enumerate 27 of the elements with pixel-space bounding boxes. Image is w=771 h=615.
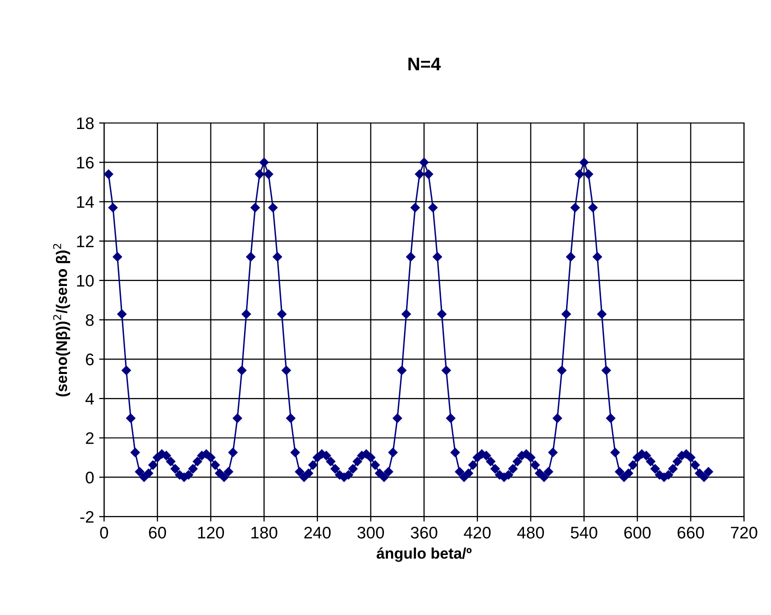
y-tick-label: -2 (80, 511, 94, 523)
x-tick-label: 240 (304, 526, 331, 539)
chart-title: N=4 (408, 58, 441, 70)
x-tick-label: 720 (730, 526, 758, 539)
y-tick-label: 12 (77, 235, 94, 248)
x-tick-label: 660 (678, 526, 704, 539)
y-axis-title: (seno(Nβ))$^{2}$/(seno β)$^{2}$ (53, 244, 70, 396)
y-tick-label: 16 (77, 156, 94, 169)
x-tick-label: 480 (517, 526, 544, 539)
y-tick-label: 10 (77, 274, 94, 287)
y-tick-label: 18 (77, 117, 94, 130)
y-tick-label: 2 (86, 432, 94, 444)
y-tick-label: 8 (86, 314, 94, 326)
x-tick-label: 540 (570, 526, 598, 539)
y-tick-label: 14 (77, 196, 94, 208)
y-tick-label: 6 (86, 354, 94, 366)
x-axis-title: ángulo beta/º (376, 547, 472, 562)
x-tick-label: 600 (624, 526, 651, 539)
x-tick-label: 120 (198, 526, 224, 539)
x-tick-label: 180 (251, 526, 278, 539)
x-tick-label: 360 (410, 526, 438, 539)
x-tick-label: 300 (357, 526, 384, 539)
x-tick-label: 0 (100, 526, 108, 539)
x-tick-label: 420 (464, 526, 491, 539)
y-tick-label: 4 (85, 393, 94, 405)
y-tick-label: 0 (86, 472, 94, 484)
x-tick-label: 60 (148, 526, 166, 539)
